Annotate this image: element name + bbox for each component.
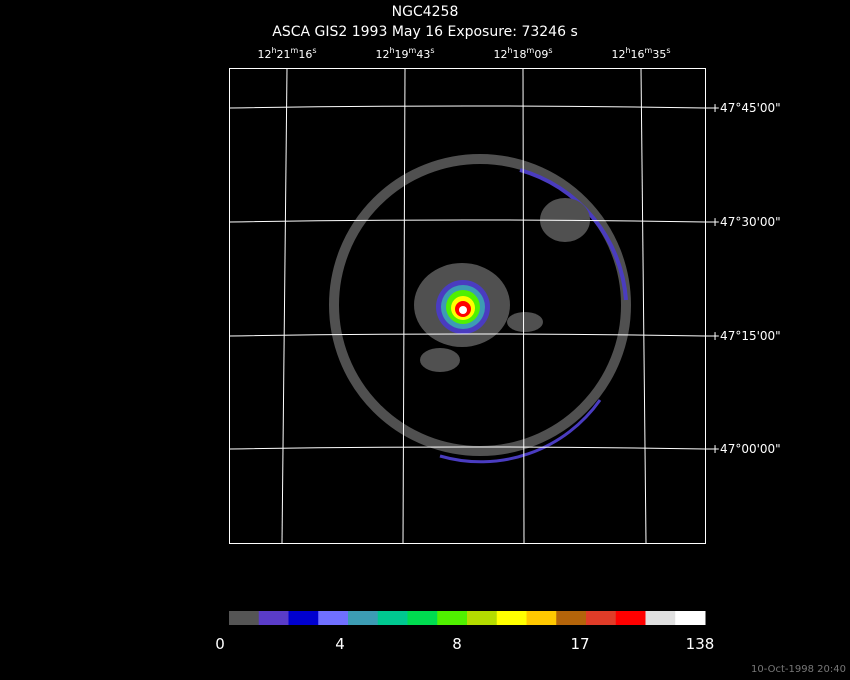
ra-unit: h bbox=[507, 46, 512, 55]
ring-edge bbox=[439, 399, 602, 464]
ra-label: 12h18m09s bbox=[493, 46, 552, 61]
dec-label: +47°45'00" bbox=[710, 101, 781, 115]
grid-line bbox=[228, 446, 706, 450]
colorbar-segment bbox=[615, 611, 646, 625]
ra-unit: h bbox=[271, 46, 276, 55]
patch bbox=[420, 348, 460, 372]
colorbar-segment bbox=[437, 611, 468, 625]
coordinate-grid bbox=[228, 67, 706, 544]
grid-line bbox=[228, 105, 706, 109]
ra-unit: m bbox=[291, 46, 299, 55]
colorbar-segment bbox=[645, 611, 676, 625]
timestamp: 10-Oct-1998 20:40 bbox=[751, 664, 846, 675]
ra-value: 16 bbox=[298, 48, 312, 61]
colorbar-segment bbox=[586, 611, 617, 625]
ra-unit: h bbox=[389, 46, 394, 55]
colorbar-segment bbox=[496, 611, 527, 625]
colorbar-label: 8 bbox=[452, 635, 462, 653]
ra-value: 21 bbox=[277, 48, 291, 61]
grid-line bbox=[522, 67, 525, 544]
patch bbox=[507, 312, 543, 332]
ra-value: 35 bbox=[652, 48, 666, 61]
dec-label: +47°00'00" bbox=[710, 442, 781, 456]
grid-line bbox=[640, 67, 647, 544]
colorbar-segment bbox=[556, 611, 587, 625]
colorbar-segment bbox=[675, 611, 706, 625]
subtitle: ASCA GIS2 1993 May 16 Exposure: 73246 s bbox=[272, 24, 577, 40]
ra-value: 43 bbox=[416, 48, 430, 61]
ra-label: 12h16m35s bbox=[611, 46, 670, 61]
ra-unit: h bbox=[625, 46, 630, 55]
title: NGC4258 bbox=[392, 4, 459, 20]
ra-label: 12h21m16s bbox=[257, 46, 316, 61]
colorbar-segment bbox=[467, 611, 498, 625]
colorbar-segment bbox=[348, 611, 379, 625]
dec-label: +47°15'00" bbox=[710, 329, 781, 343]
ra-unit: s bbox=[666, 46, 670, 55]
ra-value: 18 bbox=[513, 48, 527, 61]
colorbar-label: 0 bbox=[215, 635, 225, 653]
colorbar-label: 138 bbox=[686, 635, 715, 653]
ra-value: 16 bbox=[631, 48, 645, 61]
plot-frame bbox=[229, 68, 706, 544]
ra-unit: m bbox=[409, 46, 417, 55]
ra-unit: s bbox=[312, 46, 316, 55]
grid-line bbox=[402, 67, 406, 544]
image bbox=[329, 154, 631, 464]
colorbar-segment bbox=[526, 611, 557, 625]
ra-unit: m bbox=[527, 46, 535, 55]
ra-unit: m bbox=[645, 46, 653, 55]
ra-unit: s bbox=[430, 46, 434, 55]
colorbar-segment bbox=[229, 611, 260, 625]
grid-line bbox=[281, 67, 288, 544]
ra-value: 12 bbox=[611, 48, 625, 61]
ra-unit: s bbox=[548, 46, 552, 55]
colorbar-label: 4 bbox=[335, 635, 345, 653]
source bbox=[459, 306, 467, 314]
ra-value: 12 bbox=[257, 48, 271, 61]
axis-labels: 12h21m16s 12h19m43s 12h18m09s 12h16m35s+47°… bbox=[257, 46, 780, 456]
colorbar-segment bbox=[318, 611, 349, 625]
colorbar-segment bbox=[407, 611, 438, 625]
colorbar: 0 4 8 17 138 bbox=[215, 611, 714, 653]
colorbar-segment bbox=[288, 611, 319, 625]
ra-value: 12 bbox=[493, 48, 507, 61]
colorbar-label: 17 bbox=[570, 635, 589, 653]
ring-edge bbox=[519, 168, 628, 301]
colorbar-segment bbox=[377, 611, 408, 625]
ra-label: 12h19m43s bbox=[375, 46, 434, 61]
colorbar-segment bbox=[258, 611, 289, 625]
grid-line bbox=[228, 219, 706, 223]
ra-value: 09 bbox=[534, 48, 548, 61]
detector-ring bbox=[329, 154, 631, 456]
ra-value: 12 bbox=[375, 48, 389, 61]
grid-line bbox=[228, 333, 706, 337]
ra-value: 19 bbox=[395, 48, 409, 61]
dec-label: +47°30'00" bbox=[710, 215, 781, 229]
